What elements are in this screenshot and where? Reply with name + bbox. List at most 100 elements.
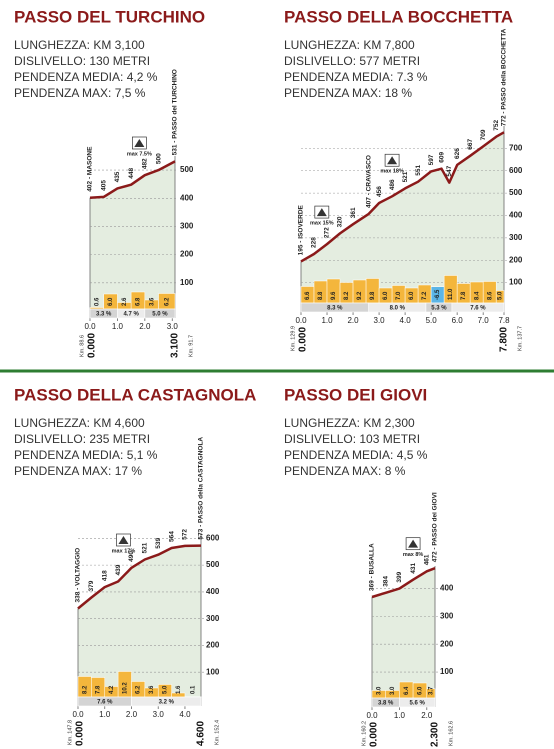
- point-label: 597: [428, 154, 435, 165]
- gradient-label: 6.0: [418, 686, 424, 695]
- y-tick-label: 300: [509, 233, 523, 242]
- gradient-label: 5.0: [498, 291, 504, 300]
- point-label: 521: [402, 171, 409, 182]
- y-tick-label: 100: [440, 667, 454, 676]
- x-tick-label: 3.0: [167, 322, 179, 331]
- gradient-label: 6.4: [404, 686, 410, 695]
- y-tick-label: 100: [180, 278, 194, 287]
- section-label: 7.6 %: [470, 305, 486, 311]
- gradient-label: 2.6: [122, 297, 128, 306]
- start-label: 0.000: [75, 721, 86, 746]
- x-tick-label: 1.0: [394, 711, 406, 720]
- y-tick-label: 300: [180, 222, 194, 231]
- gradient-label: 1.6: [176, 685, 182, 694]
- gradient-label: 9.6: [331, 291, 337, 300]
- y-tick-label: 100: [206, 667, 220, 676]
- x-tick-label: 7.8: [498, 316, 510, 325]
- x-tick-label: 1.0: [99, 710, 111, 719]
- point-label: 547: [446, 165, 453, 176]
- end-km: Km. 137.7: [517, 326, 523, 351]
- gradient-label: 3.6: [149, 685, 155, 694]
- section-label: 8.3 %: [327, 305, 343, 311]
- max-label: max 17%: [112, 548, 136, 554]
- section-band: [399, 697, 436, 708]
- gradient-label: 4.2: [109, 685, 115, 694]
- end-km: Km. 152.4: [214, 720, 220, 745]
- point-label: 431: [410, 562, 417, 573]
- y-tick-label: 200: [206, 641, 220, 650]
- point-label: 320: [337, 216, 344, 227]
- info-line: LUNGHEZZA: KM 7,800: [284, 38, 415, 52]
- end-km: Km. 162.6: [448, 721, 454, 746]
- point-label: 486: [389, 179, 396, 190]
- section-band: [131, 696, 202, 707]
- point-label: 272: [324, 227, 331, 238]
- point-label: 539: [155, 537, 162, 548]
- point-label: 709: [480, 129, 487, 140]
- info-line: PENDENZA MEDIA: 5,1 %: [14, 448, 158, 462]
- gradient-label: 10.2: [122, 682, 128, 694]
- gradient-label: 8.2: [344, 291, 350, 300]
- section-label: 5.3 %: [431, 305, 447, 311]
- y-tick-label: 300: [440, 611, 454, 620]
- point-label: 195 - ISOVERDE: [298, 204, 305, 255]
- x-tick-label: 4.0: [179, 710, 191, 719]
- point-label: 626: [454, 148, 461, 159]
- gradient-label: 7.8: [96, 685, 102, 694]
- info-line: LUNGHEZZA: KM 2,300: [284, 416, 415, 430]
- info-line: PENDENZA MEDIA: 4,2 %: [14, 70, 158, 84]
- gradient-label: 3.0: [390, 686, 396, 695]
- gradient-label: 9.8: [370, 291, 376, 300]
- point-label: 572: [182, 529, 189, 540]
- max-label: max 7.5%: [127, 151, 152, 157]
- profile-line: [89, 160, 176, 199]
- section-label: 4.7 %: [123, 311, 139, 317]
- gradient-label: 7.8: [461, 291, 467, 300]
- gradient-label: 8.8: [318, 291, 324, 300]
- y-tick-label: 400: [509, 211, 523, 220]
- gradient-label: 6.2: [164, 297, 170, 306]
- point-label: 551: [415, 164, 422, 175]
- start-km: Km. 147.8: [67, 720, 73, 745]
- point-label: 772 - PASSO della BOCCHETTA: [501, 28, 508, 126]
- x-tick-label: 0.0: [366, 711, 378, 720]
- end-label: 3.100: [170, 333, 181, 358]
- gradient-label: 8.4: [474, 291, 480, 300]
- point-label: 573 - PASSO della CASTAGNOLA: [198, 437, 205, 540]
- chart-title: PASSO DELLA BOCCHETTA: [284, 7, 513, 26]
- y-tick-label: 200: [509, 255, 523, 264]
- point-label: 490: [128, 551, 135, 562]
- chart-title: PASSO DEL TURCHINO: [14, 7, 205, 26]
- info-line: PENDENZA MAX: 17 %: [14, 464, 142, 478]
- point-label: 399: [396, 571, 403, 582]
- gradient-label: 8.2: [82, 685, 88, 694]
- y-tick-label: 600: [206, 533, 220, 542]
- section-label: 8.0 %: [390, 305, 406, 311]
- point-label: 439: [115, 564, 122, 575]
- gradient-label: 6.0: [108, 297, 114, 306]
- gradient-label: 7.2: [422, 291, 428, 300]
- point-label: 405: [100, 180, 107, 191]
- info-line: DISLIVELLO: 577 METRI: [284, 54, 420, 68]
- y-tick-label: 500: [206, 560, 220, 569]
- x-tick-label: 7.0: [478, 316, 490, 325]
- end-label: 7.800: [499, 327, 510, 352]
- max-icon: [118, 535, 129, 544]
- chart-title: PASSO DEI GIOVI: [284, 385, 427, 404]
- point-label: 531 - PASSO del TURCHINO: [172, 69, 179, 155]
- y-tick-label: 100: [509, 278, 523, 287]
- x-tick-label: 0.0: [295, 316, 307, 325]
- y-tick-label: 400: [180, 193, 194, 202]
- start-km: Km. 129.9: [290, 326, 296, 351]
- y-tick-label: 600: [509, 166, 523, 175]
- point-label: 521: [142, 542, 149, 553]
- profile-area: [301, 132, 504, 303]
- section-label: 3.8 %: [378, 700, 394, 706]
- info-line: PENDENZA MAX: 8 %: [284, 464, 406, 478]
- point-label: 667: [467, 139, 474, 150]
- y-tick-label: 300: [206, 614, 220, 623]
- x-tick-label: 1.0: [321, 316, 333, 325]
- chart-title: PASSO DELLA CASTAGNOLA: [14, 385, 256, 404]
- point-label: 500: [155, 153, 162, 164]
- gradient-label: 6.2: [136, 685, 142, 694]
